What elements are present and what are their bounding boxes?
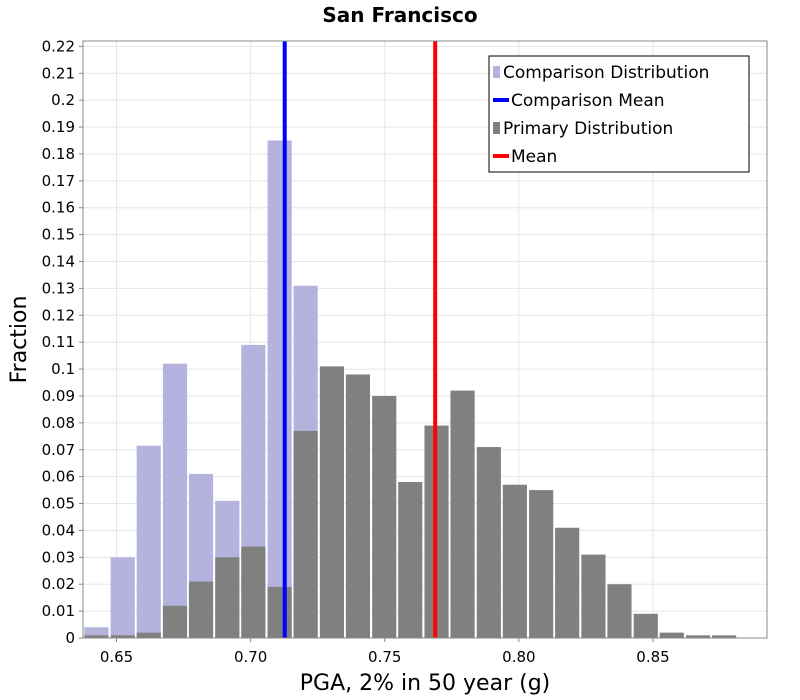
primary-bar <box>450 390 475 638</box>
primary-bar <box>215 557 240 638</box>
primary-bar <box>319 366 344 638</box>
y-tick-label: 0.09 <box>42 387 75 405</box>
y-tick-label: 0.08 <box>42 414 75 432</box>
primary-bar <box>398 482 423 638</box>
primary-bar <box>607 584 632 638</box>
x-axis: 0.65 0.70 0.75 0.80 0.85 <box>100 638 670 666</box>
primary-bar <box>136 632 161 638</box>
chart-title: San Francisco <box>322 3 477 27</box>
legend-swatch <box>493 122 500 134</box>
comparison-bar <box>84 627 109 638</box>
y-tick-label: 0.04 <box>42 521 75 539</box>
primary-bar <box>267 586 292 638</box>
y-tick-label: 0.19 <box>42 118 75 136</box>
x-tick-label: 0.70 <box>234 648 267 666</box>
x-axis-title: PGA, 2% in 50 year (g) <box>300 671 551 696</box>
y-tick-label: 0.18 <box>42 145 75 163</box>
primary-bar <box>633 613 658 638</box>
primary-bar <box>712 635 737 638</box>
x-tick-label: 0.75 <box>368 648 401 666</box>
primary-bar <box>162 605 188 638</box>
y-tick-label: 0.03 <box>42 548 75 566</box>
y-tick-label: 0.1 <box>51 360 75 378</box>
primary-bar <box>188 581 214 638</box>
y-axis-title: Fraction <box>7 296 32 384</box>
primary-bar <box>502 484 527 638</box>
legend-box <box>488 55 750 173</box>
legend: Comparison Distribution Comparison Mean Pr… <box>488 55 750 173</box>
y-tick-label: 0.2 <box>51 91 75 109</box>
primary-bar <box>110 635 135 638</box>
legend-swatch <box>493 66 500 78</box>
y-tick-label: 0.07 <box>42 441 75 459</box>
comparison-bar <box>136 445 161 638</box>
y-tick-label: 0 <box>65 629 75 647</box>
comparison-bar <box>162 363 188 638</box>
primary-bar <box>555 527 580 638</box>
y-tick-label: 0.17 <box>42 172 75 190</box>
y-axis: 0 0.01 0.02 0.03 0.04 0.05 0.06 0.07 0.08 0.09 0.1… <box>42 37 83 647</box>
primary-bar <box>581 554 606 638</box>
x-tick-label: 0.65 <box>100 648 133 666</box>
x-tick-label: 0.80 <box>502 648 535 666</box>
y-tick-label: 0.16 <box>42 199 75 217</box>
y-tick-label: 0.14 <box>42 253 75 271</box>
x-tick-label: 0.85 <box>636 648 669 666</box>
y-tick-label: 0.21 <box>42 64 75 82</box>
primary-bar <box>685 635 711 638</box>
primary-bar <box>659 632 684 638</box>
plot-frame <box>82 40 768 639</box>
y-tick-label: 0.11 <box>42 333 75 351</box>
y-tick-label: 0.22 <box>42 37 75 55</box>
primary-bar <box>293 430 318 638</box>
y-tick-label: 0.01 <box>42 602 75 620</box>
y-tick-label: 0.15 <box>42 226 75 244</box>
primary-bar <box>84 635 109 638</box>
primary-bar <box>372 395 397 638</box>
mean-lines <box>282 41 438 638</box>
legend-label: Comparison Distribution <box>503 63 709 83</box>
y-tick-label: 0.02 <box>42 575 75 593</box>
primary-bar <box>529 490 554 638</box>
comparison-bar <box>267 140 292 638</box>
primary-bar <box>345 374 371 638</box>
legend-label: Primary Distribution <box>503 119 673 139</box>
legend-label: Mean <box>511 147 557 167</box>
comparison-bar <box>110 557 135 638</box>
primary-bar <box>476 447 501 638</box>
legend-label: Comparison Mean <box>511 91 665 111</box>
y-tick-label: 0.13 <box>42 279 75 297</box>
y-tick-label: 0.12 <box>42 306 75 324</box>
y-tick-label: 0.06 <box>42 468 75 486</box>
y-tick-label: 0.05 <box>42 495 75 513</box>
primary-bar <box>241 546 266 638</box>
